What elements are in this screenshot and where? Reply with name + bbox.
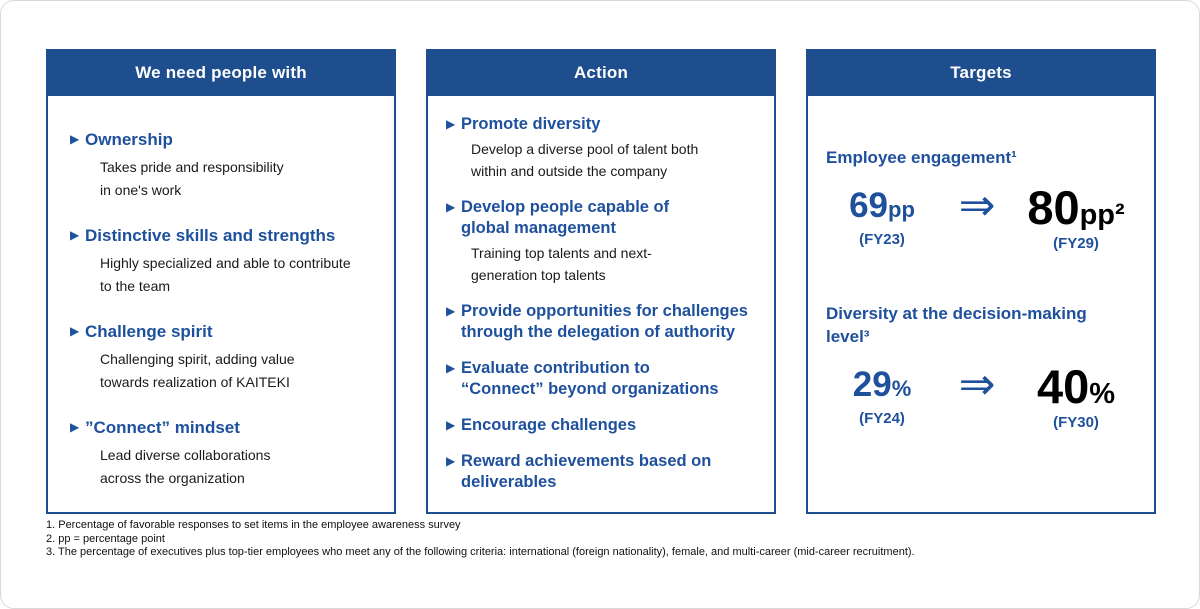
metric-from-value: 69pp: [826, 183, 938, 229]
item-description: Takes pride and responsibility in one's …: [100, 159, 284, 198]
item-heading-text: Evaluate contribution to “Connect” beyon…: [461, 359, 719, 398]
footnote-3: 3. The percentage of executives plus top…: [46, 546, 915, 558]
list-item: ▶ Provide opportunities for challenges t…: [446, 301, 770, 343]
metric-row: 69pp (FY23) ⇒ 80pp² (FY29): [826, 181, 1136, 253]
item-heading-text: Provide opportunities for challenges thr…: [461, 302, 748, 341]
bullet-triangle-icon: ▶: [446, 418, 456, 432]
item-heading-text: Promote diversity: [461, 115, 601, 133]
panel-we-need-title: We need people with: [46, 49, 396, 96]
bullet-triangle-icon: ▶: [446, 304, 456, 318]
metric-to: 40% (FY30): [1016, 362, 1136, 432]
metric-from-value: 29%: [826, 362, 938, 408]
footnotes: 1. Percentage of favorable responses to …: [46, 519, 915, 560]
panel-action-title: Action: [426, 49, 776, 96]
bullet-triangle-icon: ▶: [70, 228, 80, 242]
footnote-1: 1. Percentage of favorable responses to …: [46, 519, 461, 531]
list-item: ▶ Evaluate contribution to “Connect” bey…: [446, 358, 770, 400]
metric-group-employee-engagement: Employee engagement¹ 69pp (FY23) ⇒ 80pp²…: [826, 146, 1136, 252]
list-item: ▶ Develop people capable of global manag…: [446, 197, 770, 286]
item-heading-text: Ownership: [85, 130, 173, 149]
item-description: Develop a diverse pool of talent both wi…: [471, 141, 699, 179]
metric-to-value: 80pp²: [1016, 183, 1136, 233]
metric-heading: Diversity at the decision-making level³: [826, 304, 1087, 346]
bullet-triangle-icon: ▶: [70, 324, 80, 338]
metric-from: 69pp (FY23): [826, 183, 938, 248]
rightwards-double-arrow-icon: ⇒: [958, 181, 996, 230]
item-heading-text: Distinctive skills and strengths: [85, 226, 336, 245]
metric-to-period: (FY29): [1053, 235, 1099, 252]
metric-heading: Employee engagement¹: [826, 148, 1017, 167]
item-description: Challenging spirit, adding value towards…: [100, 351, 295, 390]
item-heading-text: ”Connect” mindset: [85, 418, 240, 437]
item-heading: ▶ ”Connect” mindset: [70, 416, 386, 439]
metric-to-number: 80: [1027, 181, 1080, 234]
metric-from-number: 69: [849, 186, 889, 225]
item-heading: ▶ Reward achievements based on deliverab…: [446, 451, 770, 493]
rightwards-double-arrow-icon: ⇒: [958, 360, 996, 409]
item-heading: ▶ Distinctive skills and strengths: [70, 224, 386, 247]
panel-we-need: We need people with ▶ Ownership Takes pr…: [46, 49, 396, 514]
panel-action-body: ▶ Promote diversity Develop a diverse po…: [426, 96, 776, 514]
bullet-triangle-icon: ▶: [446, 454, 456, 468]
list-item: ▶ Encourage challenges: [446, 415, 770, 436]
metric-row: 29% (FY24) ⇒ 40% (FY30): [826, 360, 1136, 432]
item-heading: ▶ Provide opportunities for challenges t…: [446, 301, 770, 343]
metric-from: 29% (FY24): [826, 362, 938, 427]
item-heading-text: Challenge spirit: [85, 322, 213, 341]
panel-targets-title: Targets: [806, 49, 1156, 96]
metric-group-diversity: Diversity at the decision-making level³ …: [826, 302, 1136, 431]
panel-targets-body: Employee engagement¹ 69pp (FY23) ⇒ 80pp²…: [806, 96, 1156, 514]
footnote-2: 2. pp = percentage point: [46, 532, 165, 545]
metric-from-unit: %: [891, 376, 912, 401]
item-heading: ▶ Ownership: [70, 128, 386, 151]
item-description: Lead diverse collaborations across the o…: [100, 447, 271, 486]
item-heading: ▶ Challenge spirit: [70, 320, 386, 343]
metric-to-value: 40%: [1016, 362, 1136, 412]
metric-to-unit: pp²: [1079, 199, 1125, 231]
metric-from-unit: pp: [888, 197, 915, 222]
bullet-triangle-icon: ▶: [446, 200, 456, 214]
metric-from-period: (FY23): [859, 231, 905, 248]
panel-action: Action ▶ Promote diversity Develop a div…: [426, 49, 776, 514]
item-heading: ▶ Evaluate contribution to “Connect” bey…: [446, 358, 770, 400]
metric-to: 80pp² (FY29): [1016, 183, 1136, 253]
metric-to-period: (FY30): [1053, 414, 1099, 431]
list-item: ▶ Distinctive skills and strengths Highl…: [70, 224, 386, 298]
list-item: ▶ Ownership Takes pride and responsibili…: [70, 128, 386, 202]
metric-to-number: 40: [1036, 360, 1090, 413]
item-heading: ▶ Develop people capable of global manag…: [446, 197, 770, 239]
bullet-triangle-icon: ▶: [446, 117, 456, 131]
metric-from-number: 29: [852, 365, 892, 404]
item-description: Training top talents and next- generatio…: [471, 245, 652, 283]
bullet-triangle-icon: ▶: [70, 420, 80, 434]
panel-targets: Targets Employee engagement¹ 69pp (FY23)…: [806, 49, 1156, 514]
item-heading-text: Reward achievements based on deliverable…: [461, 452, 712, 491]
bullet-triangle-icon: ▶: [70, 132, 80, 146]
item-heading-text: Develop people capable of global managem…: [461, 198, 670, 237]
list-item: ▶ Reward achievements based on deliverab…: [446, 451, 770, 493]
item-heading-text: Encourage challenges: [461, 416, 637, 434]
item-description: Highly specialized and able to contribut…: [100, 255, 351, 294]
panel-we-need-body: ▶ Ownership Takes pride and responsibili…: [46, 96, 396, 514]
list-item: ▶ ”Connect” mindset Lead diverse collabo…: [70, 416, 386, 490]
metric-from-period: (FY24): [859, 410, 905, 427]
metric-to-unit: %: [1089, 378, 1116, 410]
item-heading: ▶ Promote diversity: [446, 114, 770, 135]
list-item: ▶ Promote diversity Develop a diverse po…: [446, 114, 770, 182]
item-heading: ▶ Encourage challenges: [446, 415, 770, 436]
list-item: ▶ Challenge spirit Challenging spirit, a…: [70, 320, 386, 394]
bullet-triangle-icon: ▶: [446, 361, 456, 375]
